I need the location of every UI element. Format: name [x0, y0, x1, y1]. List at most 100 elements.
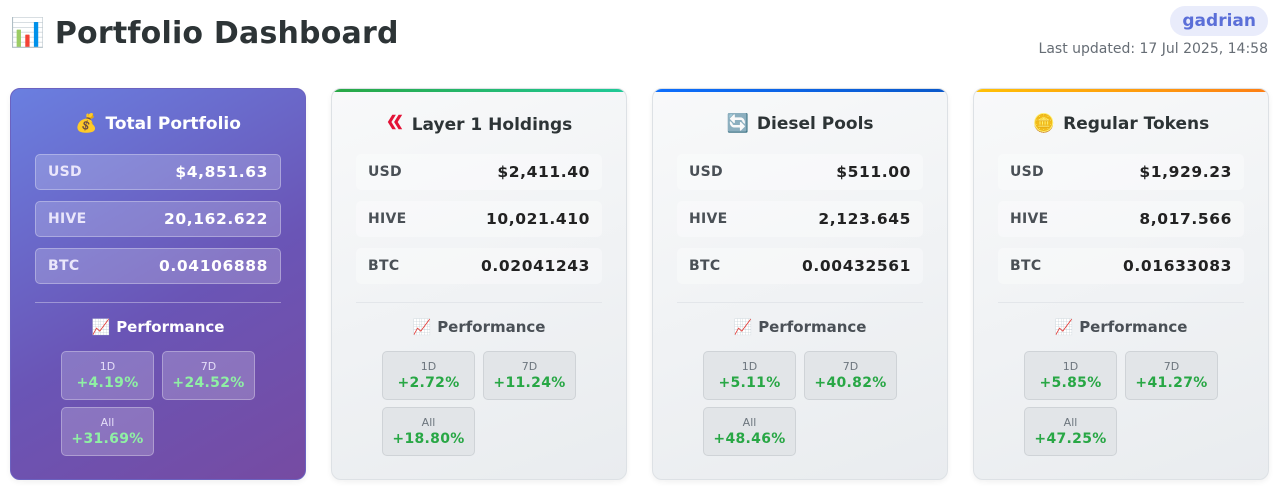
- value-label: HIVE: [48, 211, 87, 227]
- performance-7d: 7D +40.82%: [804, 351, 897, 400]
- performance-title-text: Performance: [116, 318, 225, 336]
- value-row-btc: BTC 0.00432561: [677, 248, 923, 284]
- value-amount: 0.01633083: [1123, 257, 1232, 275]
- value-label: HIVE: [368, 211, 407, 227]
- value-label: BTC: [48, 258, 80, 274]
- card-title-text: Layer 1 Holdings: [411, 114, 573, 135]
- value-amount: 0.02041243: [481, 257, 590, 275]
- card-accent-bar: [332, 89, 626, 92]
- card-accent-bar: [974, 89, 1268, 92]
- performance-period: All: [1063, 416, 1078, 429]
- value-amount: 8,017.566: [1139, 210, 1232, 228]
- performance-all: All +18.80%: [382, 407, 475, 456]
- value-amount: 0.04106888: [159, 257, 268, 275]
- last-updated-text: Last updated: 17 Jul 2025, 14:58: [1038, 41, 1268, 57]
- performance-period: 1D: [420, 360, 437, 373]
- value-row-btc: BTC 0.04106888: [35, 248, 281, 284]
- performance-1d: 1D +4.19%: [61, 351, 154, 400]
- money-bag-icon: 💰: [75, 113, 98, 134]
- performance-value: +18.80%: [392, 431, 465, 447]
- performance-title-text: Performance: [1079, 318, 1188, 336]
- value-amount: $2,411.40: [497, 163, 590, 181]
- trending-up-icon: 📈: [733, 318, 753, 336]
- performance-period: 7D: [842, 360, 859, 373]
- card-title: 🔄 Diesel Pools: [653, 113, 947, 134]
- performance-period: 7D: [200, 360, 217, 373]
- value-amount: $4,851.63: [175, 163, 268, 181]
- value-row-usd: USD $4,851.63: [35, 154, 281, 190]
- coin-icon: 🪙: [1032, 113, 1056, 134]
- card-title: Layer 1 Holdings: [332, 113, 626, 136]
- page-title-text: Portfolio Dashboard: [54, 15, 399, 51]
- performance-period: 1D: [741, 360, 758, 373]
- divider: [35, 302, 281, 303]
- card-title-text: Regular Tokens: [1063, 113, 1210, 134]
- card-title: 💰 Total Portfolio: [11, 113, 305, 134]
- cards-grid: 💰 Total Portfolio USD $4,851.63 HIVE 20,…: [10, 88, 1270, 480]
- card-regular-tokens: 🪙 Regular Tokens USD $1,929.23 HIVE 8,01…: [973, 88, 1269, 480]
- value-label: BTC: [689, 258, 721, 274]
- performance-value: +31.69%: [71, 431, 144, 447]
- value-label: USD: [368, 164, 402, 180]
- card-title-text: Diesel Pools: [756, 113, 874, 134]
- value-amount: 20,162.622: [163, 210, 268, 228]
- card-title-text: Total Portfolio: [105, 113, 241, 134]
- performance-value: +5.11%: [718, 375, 781, 391]
- performance-all: All +47.25%: [1024, 407, 1117, 456]
- value-amount: $511.00: [836, 163, 911, 181]
- performance-value: +5.85%: [1039, 375, 1102, 391]
- performance-1d: 1D +2.72%: [382, 351, 475, 400]
- performance-period: 1D: [1062, 360, 1079, 373]
- value-row-hive: HIVE 8,017.566: [998, 201, 1244, 237]
- refresh-arrows-icon: 🔄: [726, 113, 749, 134]
- card-title: 🪙 Regular Tokens: [974, 113, 1268, 134]
- performance-value: +24.52%: [172, 375, 245, 391]
- performance-value: +40.82%: [814, 375, 887, 391]
- performance-7d: 7D +41.27%: [1125, 351, 1218, 400]
- performance-7d: 7D +11.24%: [483, 351, 576, 400]
- page-header: 📊 Portfolio Dashboard gadrian Last updat…: [10, 6, 1270, 74]
- hive-logo-icon: [386, 113, 404, 136]
- card-layer1-holdings: Layer 1 Holdings USD $2,411.40 HIVE 10,0…: [331, 88, 627, 480]
- value-label: USD: [48, 164, 82, 180]
- trending-up-icon: 📈: [1054, 318, 1074, 336]
- performance-all: All +31.69%: [61, 407, 154, 456]
- performance-value: +2.72%: [397, 375, 460, 391]
- performance-1d: 1D +5.11%: [703, 351, 796, 400]
- performance-period: 7D: [521, 360, 538, 373]
- performance-title: 📈 Performance: [11, 318, 305, 336]
- card-total-portfolio: 💰 Total Portfolio USD $4,851.63 HIVE 20,…: [10, 88, 306, 480]
- performance-period: 7D: [1163, 360, 1180, 373]
- value-row-usd: USD $2,411.40: [356, 154, 602, 190]
- value-row-usd: USD $511.00: [677, 154, 923, 190]
- performance-period: All: [742, 416, 757, 429]
- performance-value: +11.24%: [493, 375, 566, 391]
- performance-value: +47.25%: [1034, 431, 1107, 447]
- value-label: USD: [689, 164, 723, 180]
- performance-title: 📈 Performance: [974, 318, 1268, 336]
- value-label: HIVE: [689, 211, 728, 227]
- performance-period: All: [100, 416, 115, 429]
- performance-title-text: Performance: [758, 318, 867, 336]
- performance-value: +41.27%: [1135, 375, 1208, 391]
- performance-all: All +48.46%: [703, 407, 796, 456]
- performance-title: 📈 Performance: [332, 318, 626, 336]
- value-amount: 10,021.410: [485, 210, 590, 228]
- user-badge[interactable]: gadrian: [1170, 6, 1268, 36]
- divider: [998, 302, 1244, 303]
- value-amount: 2,123.645: [818, 210, 911, 228]
- value-row-hive: HIVE 20,162.622: [35, 201, 281, 237]
- page-title: 📊 Portfolio Dashboard: [10, 14, 399, 52]
- value-row-btc: BTC 0.01633083: [998, 248, 1244, 284]
- trending-up-icon: 📈: [91, 318, 111, 336]
- performance-period: 1D: [99, 360, 116, 373]
- value-row-btc: BTC 0.02041243: [356, 248, 602, 284]
- value-row-hive: HIVE 2,123.645: [677, 201, 923, 237]
- value-row-hive: HIVE 10,021.410: [356, 201, 602, 237]
- performance-title: 📈 Performance: [653, 318, 947, 336]
- value-label: BTC: [1010, 258, 1042, 274]
- value-row-usd: USD $1,929.23: [998, 154, 1244, 190]
- value-label: USD: [1010, 164, 1044, 180]
- card-diesel-pools: 🔄 Diesel Pools USD $511.00 HIVE 2,123.64…: [652, 88, 948, 480]
- performance-value: +48.46%: [713, 431, 786, 447]
